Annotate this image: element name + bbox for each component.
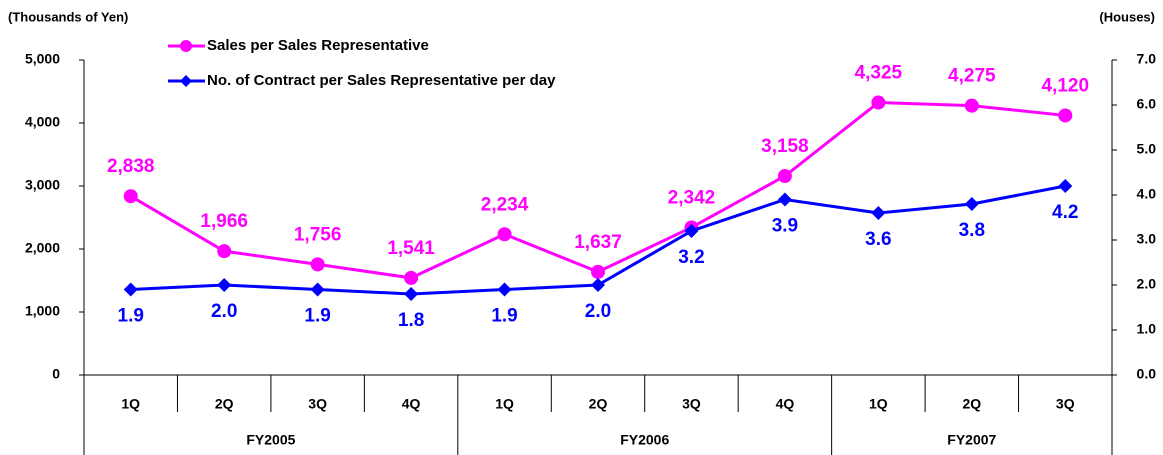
y2-tick-label: 1.0 (1137, 321, 1157, 337)
y2-tick-label: 6.0 (1137, 96, 1157, 112)
data-label: 1.9 (491, 306, 517, 327)
point (871, 95, 886, 110)
data-label: 2,838 (107, 156, 155, 177)
data-label: 1.9 (304, 306, 330, 327)
legend-marker (180, 40, 192, 52)
y-tick-label: 3,000 (25, 177, 60, 193)
y2-tick-label: 0.0 (1137, 366, 1157, 382)
point (777, 192, 792, 207)
x-tick-label: 3Q (308, 396, 327, 412)
y-tick-label: 5,000 (25, 51, 60, 67)
point (310, 257, 325, 272)
data-label: 3.2 (678, 247, 704, 268)
y-tick-label: 2,000 (25, 240, 60, 256)
point (123, 189, 138, 204)
point (123, 282, 138, 297)
x-tick-label: 1Q (869, 396, 888, 412)
data-label: 2.0 (585, 301, 611, 322)
data-label: 3,158 (761, 136, 809, 157)
y-tick-label: 1,000 (25, 303, 60, 319)
data-label: 1,966 (200, 211, 248, 232)
y-axis-label: (Thousands of Yen) (8, 9, 128, 24)
point (1058, 179, 1073, 193)
x-tick-label: 4Q (402, 396, 421, 412)
data-label: 4,120 (1041, 75, 1089, 96)
data-label: 1,541 (387, 238, 435, 259)
x-tick-label: 4Q (776, 396, 795, 412)
data-label: 2,342 (668, 187, 716, 208)
y2-tick-label: 2.0 (1137, 276, 1157, 292)
y2-tick-label: 7.0 (1137, 51, 1157, 67)
x-tick-label: 1Q (495, 396, 514, 412)
point (591, 278, 605, 292)
data-label: 1,637 (574, 232, 622, 253)
group-label: FY2005 (246, 432, 295, 448)
x-tick-label: 3Q (1056, 396, 1075, 412)
point (964, 98, 979, 113)
point (591, 264, 605, 279)
point (217, 278, 232, 292)
data-label: 3.8 (959, 220, 985, 241)
y2-axis-label: (Houses) (1099, 9, 1155, 24)
x-tick-label: 3Q (682, 396, 701, 412)
point (404, 287, 419, 301)
group-label: FY2007 (947, 432, 996, 448)
point (964, 197, 979, 211)
point (310, 282, 325, 297)
data-label: 1.9 (118, 306, 144, 327)
data-label: 4.2 (1052, 202, 1078, 223)
x-tick-label: 2Q (962, 396, 981, 412)
y2-tick-label: 3.0 (1137, 231, 1157, 247)
legend-label: No. of Contract per Sales Representative… (207, 72, 556, 89)
data-label: 2.0 (211, 301, 237, 322)
point (777, 169, 792, 184)
group-label: FY2006 (620, 432, 669, 448)
legend-label: Sales per Sales Representative (207, 37, 429, 54)
data-label: 4,275 (948, 66, 996, 87)
point (871, 206, 886, 220)
data-label: 1,756 (294, 224, 342, 245)
data-label: 4,325 (855, 63, 903, 84)
data-label: 3.9 (772, 216, 798, 237)
data-label: 1.8 (398, 310, 424, 331)
point (497, 282, 512, 297)
point (684, 224, 699, 238)
point (497, 227, 512, 242)
data-label: 2,234 (481, 194, 529, 215)
point (217, 244, 232, 259)
y-tick-label: 0 (52, 366, 60, 382)
x-tick-label: 2Q (589, 396, 608, 412)
y-tick-label: 4,000 (25, 114, 60, 130)
point (404, 270, 419, 285)
data-label: 3.6 (865, 229, 891, 250)
y2-tick-label: 5.0 (1137, 141, 1157, 157)
legend-marker (180, 75, 192, 87)
point (1058, 108, 1073, 123)
y2-tick-label: 4.0 (1137, 186, 1157, 202)
x-tick-label: 2Q (215, 396, 234, 412)
x-tick-label: 1Q (121, 396, 140, 412)
